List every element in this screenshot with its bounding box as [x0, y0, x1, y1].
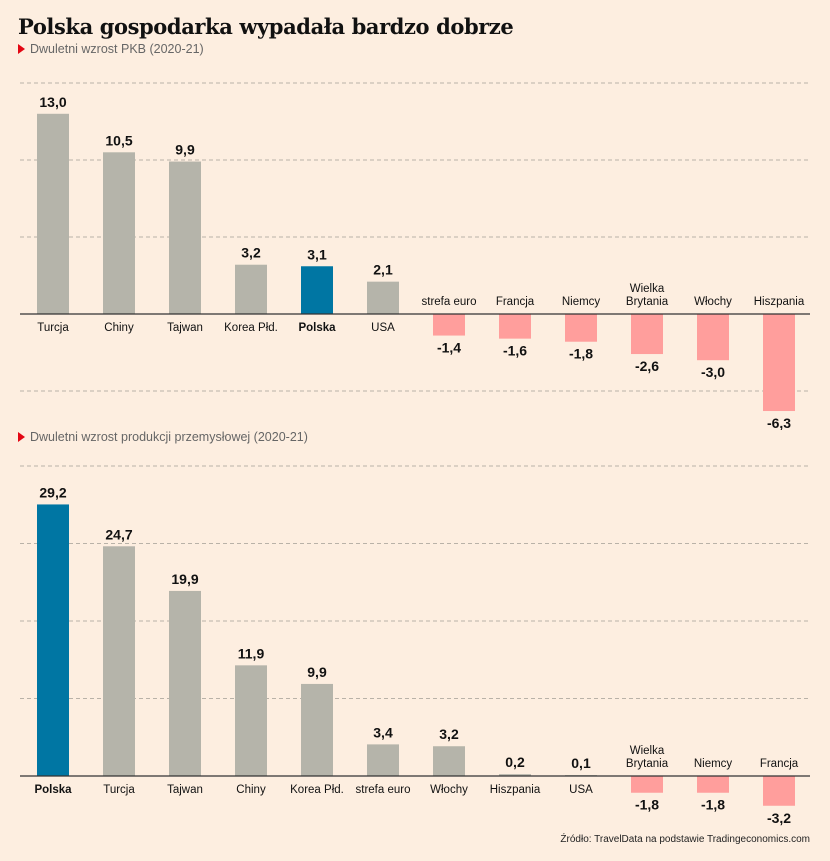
- value-label-8: 0,1: [571, 755, 591, 771]
- category-label-4: Polska: [298, 322, 336, 334]
- gdp-growth-chart: 13,0 Turcja 10,5 Chiny 9,9 Tajwan 3,2 Korea Płd…: [20, 82, 810, 430]
- category-label-9: Wielka Brytania: [626, 745, 669, 770]
- value-label-2: 19,9: [171, 571, 198, 587]
- value-label-4: 3,1: [307, 246, 327, 262]
- bar-1: [103, 546, 135, 776]
- category-label-8: Niemcy: [562, 296, 601, 308]
- category-label-2: Tajwan: [167, 322, 203, 334]
- value-label-5: 3,4: [373, 724, 393, 740]
- value-label-5: 2,1: [373, 262, 393, 278]
- bar-8: [565, 314, 597, 342]
- bar-7: [499, 774, 531, 776]
- value-label-6: -1,4: [437, 340, 461, 356]
- category-label-7: Hiszpania: [490, 784, 541, 796]
- value-label-4: 9,9: [307, 664, 327, 680]
- category-label-2: Tajwan: [167, 784, 203, 796]
- value-label-3: 3,2: [241, 245, 261, 261]
- bar-1: [103, 152, 135, 314]
- category-label-1: Chiny: [104, 322, 134, 334]
- category-label-10: Włochy: [694, 296, 732, 308]
- bar-7: [499, 314, 531, 339]
- bar-3: [235, 264, 267, 314]
- source-note: Źródło: TravelData na podstawie Tradinge…: [560, 834, 810, 845]
- bar-9: [631, 314, 663, 355]
- bar-0: [37, 113, 69, 314]
- value-label-8: -1,8: [569, 346, 593, 362]
- value-label-1: 24,7: [105, 526, 132, 542]
- value-label-10: -1,8: [701, 797, 725, 813]
- category-label-3: Chiny: [236, 784, 266, 796]
- value-label-7: -1,6: [503, 343, 527, 359]
- value-label-11: -6,3: [767, 415, 791, 430]
- value-label-2: 9,9: [175, 142, 195, 158]
- bar-5: [367, 281, 399, 314]
- bar-0: [37, 504, 69, 776]
- value-label-9: -1,8: [635, 797, 659, 813]
- gdp-chart-subtitle-text: Dwuletni wzrost PKB (2020-21): [30, 42, 204, 56]
- value-label-9: -2,6: [635, 358, 659, 374]
- red-triangle-icon: [18, 44, 25, 54]
- category-label-10: Niemcy: [694, 758, 733, 770]
- industry-chart-subtitle: Dwuletni wzrost produkcji przemysłowej (…: [18, 430, 308, 444]
- category-label-11: Francja: [760, 758, 799, 770]
- category-label-3: Korea Płd.: [224, 322, 278, 334]
- red-triangle-icon: [18, 432, 25, 442]
- industrial-production-chart: 29,2 Polska 24,7 Turcja 19,9 Tajwan 11,9 Chiny 9…: [20, 465, 810, 826]
- bar-10: [697, 314, 729, 361]
- category-label-5: strefa euro: [356, 784, 411, 796]
- bar-2: [169, 590, 201, 776]
- category-label-5: USA: [371, 322, 395, 334]
- bar-2: [169, 161, 201, 314]
- value-label-0: 13,0: [39, 94, 66, 110]
- bar-6: [433, 314, 465, 336]
- value-label-1: 10,5: [105, 132, 132, 148]
- bar-4: [301, 683, 333, 776]
- category-label-0: Polska: [34, 784, 72, 796]
- category-label-8: USA: [569, 784, 593, 796]
- category-label-6: Włochy: [430, 784, 468, 796]
- category-label-1: Turcja: [103, 784, 135, 796]
- value-label-7: 0,2: [505, 754, 525, 770]
- industry-chart-subtitle-text: Dwuletni wzrost produkcji przemysłowej (…: [30, 430, 308, 444]
- category-label-7: Francja: [496, 296, 535, 308]
- bar-9: [631, 776, 663, 793]
- bar-4: [301, 266, 333, 314]
- chart-title: Polska gospodarka wypadała bardzo dobrze: [18, 14, 514, 39]
- bar-5: [367, 744, 399, 776]
- category-label-4: Korea Płd.: [290, 784, 344, 796]
- value-label-6: 3,2: [439, 726, 459, 742]
- value-label-10: -3,0: [701, 364, 725, 380]
- value-label-0: 29,2: [39, 484, 66, 500]
- bar-6: [433, 746, 465, 776]
- category-label-6: strefa euro: [422, 296, 477, 308]
- bar-11: [763, 776, 795, 806]
- bar-3: [235, 665, 267, 776]
- category-label-9: Wielka Brytania: [626, 283, 669, 308]
- gdp-chart-subtitle: Dwuletni wzrost PKB (2020-21): [18, 42, 204, 56]
- category-label-0: Turcja: [37, 322, 69, 334]
- category-label-11: Hiszpania: [754, 296, 805, 308]
- bar-11: [763, 314, 795, 412]
- bar-10: [697, 776, 729, 793]
- value-label-11: -3,2: [767, 810, 791, 826]
- value-label-3: 11,9: [238, 645, 265, 661]
